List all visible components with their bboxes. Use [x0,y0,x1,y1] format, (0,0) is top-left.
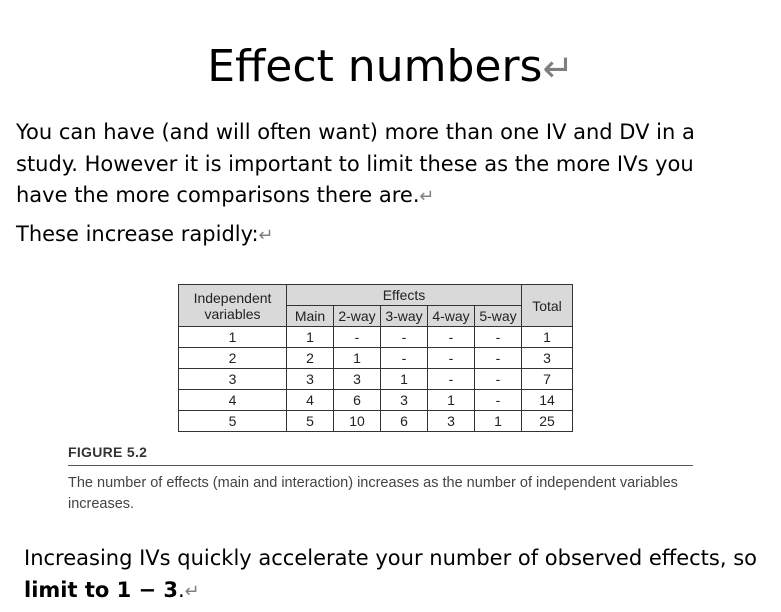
table-cell: 7 [521,368,573,390]
table-cell: 6 [380,410,428,432]
table-cell: 14 [521,389,573,411]
page-title: Effect numbers↵ [0,40,781,95]
table-row: 3 3 3 1 - - 7 [178,368,573,390]
intro-text: You can have (and will often want) more … [16,120,695,207]
table-cell: 6 [333,389,381,411]
table-cell: 2 [286,347,334,369]
five-way-header: 5-way [474,305,522,327]
rapid-increase-paragraph: These increase rapidly:↵ [16,219,736,252]
intro-paragraph: You can have (and will often want) more … [16,117,736,213]
rapid-increase-text: These increase rapidly: [16,222,259,246]
table-cell: - [474,347,522,369]
table-cell: 3 [333,368,381,390]
table-cell: - [474,326,522,348]
table-cell: 3 [286,368,334,390]
table-cell: 3 [178,368,287,390]
table-cell: 1 [474,410,522,432]
table-row: 2 2 1 - - - 3 [178,347,573,369]
figure-label: FIGURE 5.2 [68,444,148,460]
iv-header: Independent variables [178,284,287,327]
table-cell: - [333,326,381,348]
main-header: Main [286,305,334,327]
conclusion-paragraph: Increasing IVs quickly accelerate your n… [24,543,781,575]
table-cell: - [380,326,428,348]
paragraph-mark-icon: ↵ [542,46,574,90]
paragraph-mark-icon: ↵ [258,225,274,246]
conclusion-text: Increasing IVs quickly accelerate your n… [24,546,758,570]
table-cell: 3 [521,347,573,369]
table-row: 4 4 6 3 1 - 14 [178,389,573,411]
title-text: Effect numbers [207,41,543,92]
four-way-header: 4-way [427,305,475,327]
table-cell: - [427,347,475,369]
table-cell: 3 [427,410,475,432]
conclusion-paragraph-end: limit to 1 − 3.↵ [24,575,781,608]
effects-table: Independent variables Effects Total Main… [178,284,573,432]
figure-caption: The number of effects (main and interact… [68,475,678,512]
paragraph-mark-icon: ↵ [419,186,435,207]
conclusion-end-text: . [178,578,185,602]
table-row: 1 1 - - - - 1 [178,326,573,348]
table-cell: 1 [178,326,287,348]
table-cell: 1 [380,368,428,390]
table-cell: 1 [286,326,334,348]
effects-header: Effects [286,284,522,306]
table-cell: 1 [521,326,573,348]
table-cell: - [427,368,475,390]
table-cell: 10 [333,410,381,432]
table-cell: - [474,368,522,390]
total-header: Total [521,284,573,327]
two-way-header: 2-way [333,305,381,327]
figure-divider [68,465,693,466]
paragraph-mark-icon: ↵ [184,581,200,602]
table-cell: - [380,347,428,369]
table-cell: 2 [178,347,287,369]
table-cell: 4 [178,389,287,411]
table-cell: - [427,326,475,348]
table-cell: 4 [286,389,334,411]
table-cell: 5 [178,410,287,432]
conclusion-bold-text: limit to 1 − 3 [24,578,179,602]
table-cell: 3 [380,389,428,411]
table-cell: 25 [521,410,573,432]
table-cell: 5 [286,410,334,432]
table-cell: - [474,389,522,411]
table-cell: 1 [333,347,381,369]
table-row: 5 5 10 6 3 1 25 [178,410,573,432]
three-way-header: 3-way [380,305,428,327]
table-cell: 1 [427,389,475,411]
